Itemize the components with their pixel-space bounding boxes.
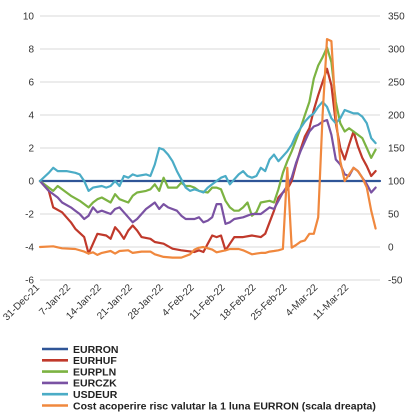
legend-label: EURCZK	[73, 378, 117, 390]
y-tick-label: 0	[28, 177, 34, 188]
right-axis-ticks: 350 300 250 200 150 100 50 0 -50	[388, 12, 405, 287]
legend-label: EURHUF	[73, 355, 117, 367]
y2-tick-label: -50	[388, 276, 403, 287]
series-lines	[38, 37, 382, 259]
series-line-eurczk	[38, 118, 377, 225]
y-tick-label: 8	[28, 45, 34, 56]
legend-label: EURRON	[73, 344, 119, 356]
legend-label: USDEUR	[73, 389, 118, 401]
y2-tick-label: 250	[388, 78, 405, 89]
y-tick-label: 10	[23, 12, 35, 23]
y2-tick-label: 200	[388, 111, 405, 122]
y2-tick-label: 300	[388, 45, 405, 56]
y-tick-label: 2	[28, 144, 34, 155]
y2-tick-label: 100	[388, 177, 405, 188]
series-line-cost	[38, 37, 377, 259]
left-axis-ticks: 10 8 6 4 2 0 -2 -4 -6	[23, 12, 35, 287]
y-tick-label: -4	[25, 243, 34, 254]
y-tick-label: -6	[25, 276, 34, 287]
legend-label: EURPLN	[73, 366, 116, 378]
y-tick-label: 4	[28, 111, 34, 122]
y2-tick-label: 150	[388, 144, 405, 155]
y2-tick-label: 0	[388, 243, 394, 254]
y2-tick-label: 350	[388, 12, 405, 23]
series-line-eurhuf	[38, 67, 377, 255]
y-tick-label: -2	[25, 210, 34, 221]
x-tick-label: 31-Dec-21	[1, 282, 42, 323]
y2-tick-label: 50	[388, 210, 400, 221]
y-tick-label: 6	[28, 78, 34, 89]
x-axis-ticks: 31-Dec-217-Jan-2214-Jan-2221-Jan-2228-Ja…	[1, 282, 351, 323]
legend-label: Cost acoperire risc valutar la 1 luna EU…	[73, 400, 376, 412]
